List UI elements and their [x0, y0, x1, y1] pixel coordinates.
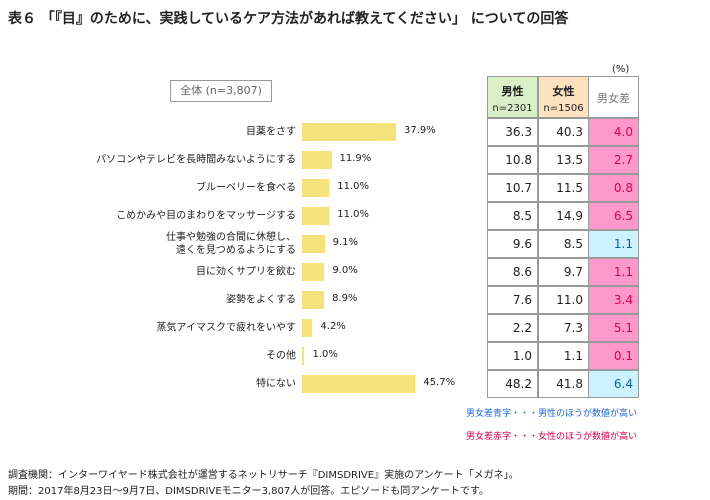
table-cell: 0.8: [588, 174, 639, 202]
category-label: 仕事や勉強の合間に休憩し、 遠くを見つめるようにする: [166, 232, 296, 256]
value-label: 11.9%: [339, 153, 372, 164]
table-cell: 11.0: [538, 286, 589, 314]
table-cell: 9.7: [538, 258, 589, 286]
table-cell: 1.1: [588, 230, 639, 258]
bar: [302, 263, 325, 281]
bar: [302, 179, 330, 197]
category-label: 目薬をさす: [246, 126, 296, 138]
table-cell: 1.1: [538, 342, 589, 370]
footer-line: 調査機関：インターワイヤード株式会社が運営するネットリサーチ『DIMSDRIVE…: [8, 470, 519, 481]
category-label: 蒸気アイマスクで疲れをいやす: [156, 322, 297, 334]
legend-blue: 男女差青字・・・男性のほうが数値が高い: [466, 409, 638, 419]
table-cell: 36.3: [487, 118, 538, 146]
table-cell: 48.2: [487, 370, 538, 398]
value-label: 37.9%: [403, 125, 436, 136]
footer-line: 期間：2017年8月23日～9月7日、DIMSDRIVEモニター3,807人が回…: [8, 486, 489, 497]
column-name: 女性: [552, 85, 575, 98]
table-cell: 9.6: [487, 230, 538, 258]
table-cell: 7.6: [487, 286, 538, 314]
value-label: 9.0%: [332, 265, 358, 276]
table-cell: 10.7: [487, 174, 538, 202]
title: 表６ 「『目』のために、実践しているケア方法があれば教えてください」 についての…: [8, 11, 569, 27]
table-cell: 40.3: [538, 118, 589, 146]
table-cell: 1.0: [487, 342, 538, 370]
value-label: 9.1%: [332, 237, 358, 248]
value-label: 8.9%: [332, 293, 358, 304]
table-header: 女性 n=1506: [538, 76, 589, 118]
table-cell: 5.1: [588, 314, 639, 342]
category-label: その他: [266, 350, 296, 362]
category-label: 姿勢をよくする: [226, 294, 296, 306]
unit-note: (%): [612, 64, 630, 75]
table-cell: 4.0: [588, 118, 639, 146]
table-cell: 41.8: [538, 370, 589, 398]
category-label: 特にない: [256, 378, 296, 390]
category-label: こめかみや目のまわりをマッサージする: [116, 210, 296, 222]
subtitle: 全体 (n=3,807): [170, 80, 272, 102]
value-label: 1.0%: [312, 349, 338, 360]
value-label: 11.0%: [337, 181, 370, 192]
table-cell: 3.4: [588, 286, 639, 314]
column-n: n=2301: [492, 103, 533, 114]
table-cell: 11.5: [538, 174, 589, 202]
column-n: n=1506: [543, 103, 584, 114]
table-cell: 0.1: [588, 342, 639, 370]
table-cell: 6.5: [588, 202, 639, 230]
bar: [302, 207, 330, 225]
table-cell: 6.4: [588, 370, 639, 398]
category-label: 目に効くサプリを飲む: [196, 266, 296, 278]
category-label: ブルーベリーを食べる: [196, 182, 296, 194]
bar: [302, 347, 305, 365]
bar: [302, 235, 325, 253]
bar: [302, 151, 332, 169]
table-cell: 2.7: [588, 146, 639, 174]
value-label: 11.0%: [337, 209, 370, 220]
bar: [302, 291, 325, 309]
table-cell: 13.5: [538, 146, 589, 174]
bar: [302, 319, 313, 337]
table-cell: 1.1: [588, 258, 639, 286]
table-cell: 2.2: [487, 314, 538, 342]
table-header: 男女差: [588, 76, 639, 118]
legend-red: 男女差赤字・・・女性のほうが数値が高い: [466, 432, 638, 442]
table-cell: 7.3: [538, 314, 589, 342]
value-label: 4.2%: [320, 321, 346, 332]
category-label: パソコンやテレビを長時間みないようにする: [96, 154, 296, 166]
column-name: 男性: [501, 85, 524, 98]
table-cell: 8.5: [487, 202, 538, 230]
bar: [302, 123, 396, 141]
column-name: 男女差: [597, 92, 630, 105]
table-cell: 8.5: [538, 230, 589, 258]
table-cell: 8.6: [487, 258, 538, 286]
table-cell: 10.8: [487, 146, 538, 174]
bar: [302, 375, 416, 393]
table-cell: 14.9: [538, 202, 589, 230]
table-header: 男性 n=2301: [487, 76, 538, 118]
value-label: 45.7%: [423, 377, 456, 388]
